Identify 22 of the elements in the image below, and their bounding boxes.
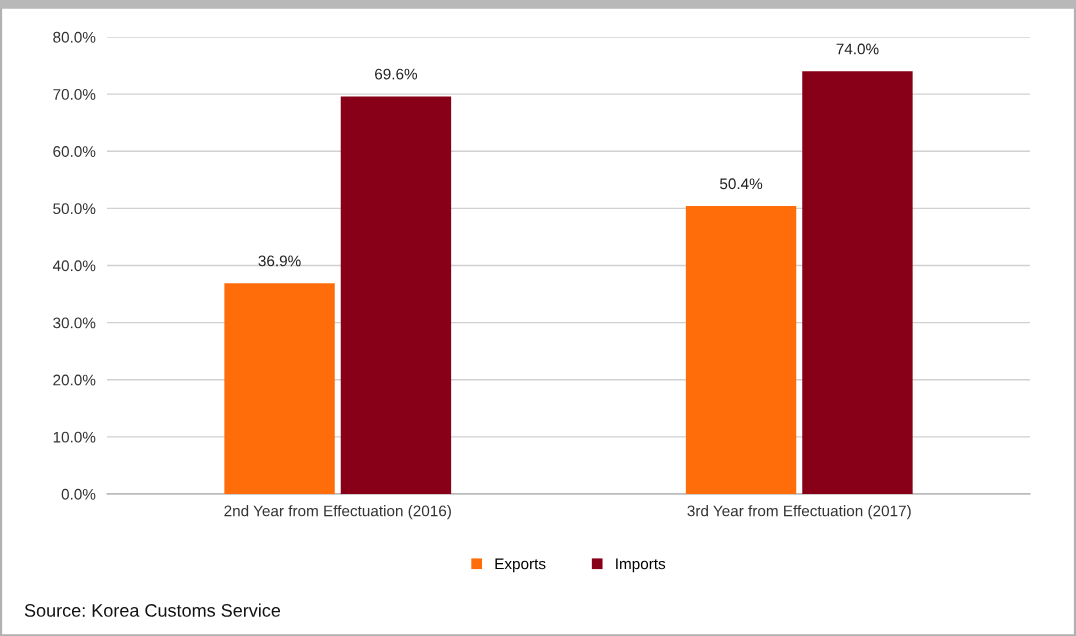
y-tick-label: 0.0%: [61, 488, 96, 500]
data-label: 36.9%: [258, 255, 301, 267]
legend-label: Imports: [616, 558, 666, 573]
bar: [685, 206, 797, 494]
bar: [224, 283, 335, 494]
data-label: 50.4%: [720, 178, 763, 190]
y-tick-label: 30.0%: [53, 317, 96, 329]
y-tick-label: 20.0%: [53, 374, 96, 386]
bar: [802, 71, 913, 494]
legend-label: Exports: [495, 558, 546, 573]
y-tick-label: 10.0%: [53, 431, 96, 443]
source-note: Source: Korea Customs Service: [24, 603, 281, 617]
data-label: 74.0%: [836, 43, 879, 55]
bar: [340, 96, 452, 494]
x-tick-label: 2nd Year from Effectuation (2016): [224, 505, 451, 520]
y-tick-label: 50.0%: [53, 203, 96, 215]
y-tick-label: 70.0%: [53, 88, 96, 100]
y-tick-label: 40.0%: [52, 260, 96, 272]
y-tick-label: 80.0%: [53, 31, 96, 43]
data-label: 69.6%: [375, 68, 418, 80]
x-tick-label: 3rd Year from Effectuation (2017): [687, 505, 911, 520]
y-tick-label: 60.0%: [53, 146, 96, 157]
